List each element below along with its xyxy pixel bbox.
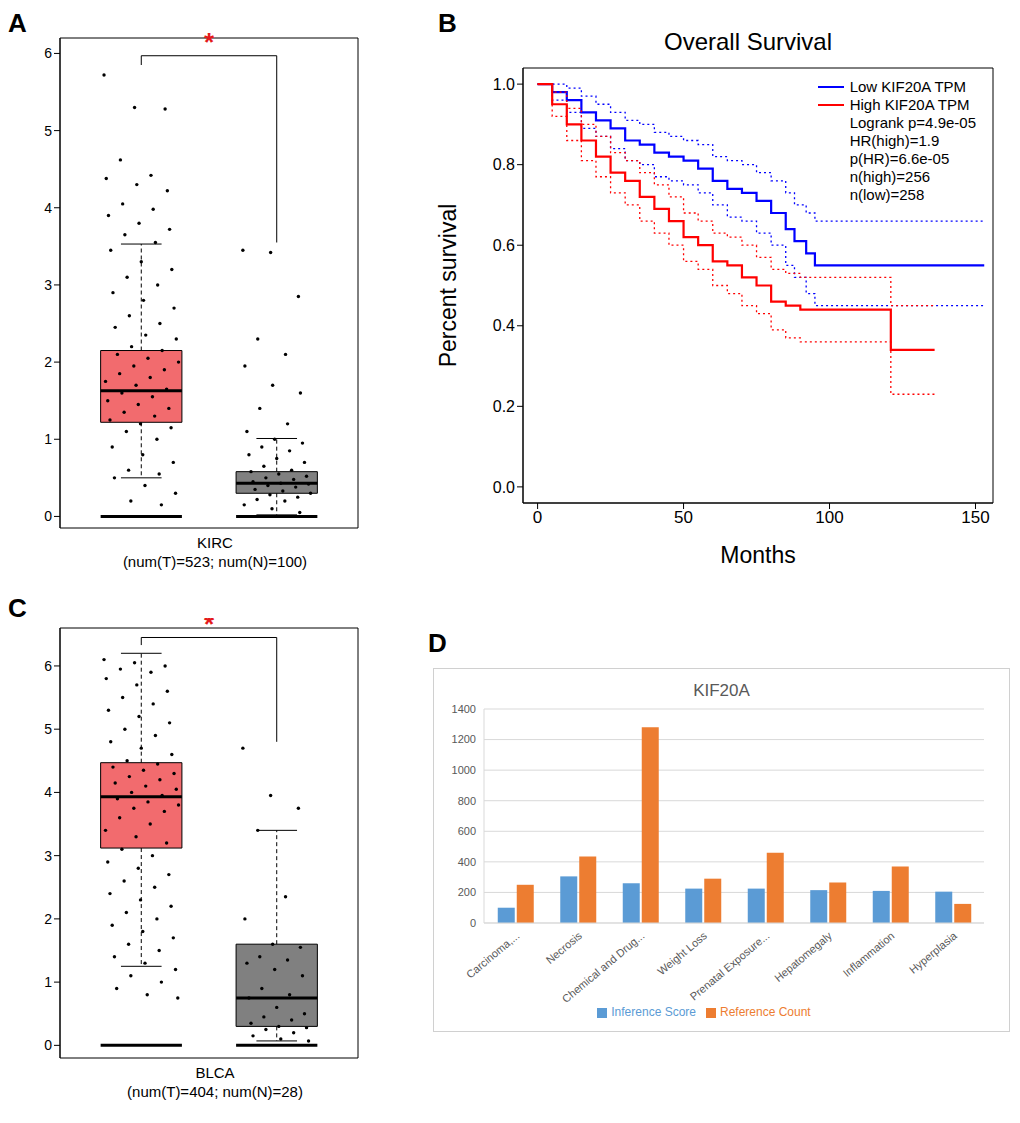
svg-text:0: 0	[470, 917, 476, 929]
html-text:A: A	[8, 8, 27, 38]
svg-text:Prenatal Exposure...: Prenatal Exposure...	[687, 929, 771, 1002]
svg-text:600: 600	[458, 825, 476, 837]
html-text:(num(T)=404; num(N)=28): (num(T)=404; num(N)=28)	[127, 1083, 303, 1100]
html-text:D: D	[428, 628, 447, 658]
svg-text:Chemical and Drug...: Chemical and Drug...	[560, 929, 647, 1005]
svg-text:0.2: 0.2	[493, 398, 515, 415]
html-text:C: C	[8, 593, 27, 623]
svg-text:400: 400	[458, 856, 476, 868]
svg-text:0.4: 0.4	[493, 317, 515, 334]
html-text:n(low)=258: n(low)=258	[849, 186, 925, 203]
html-text:p(HR)=6.6e-05: p(HR)=6.6e-05	[849, 150, 950, 167]
svg-text:50: 50	[674, 508, 693, 527]
html-text:Inference Score: Inference Score	[611, 1005, 696, 1019]
svg-text:0: 0	[533, 508, 542, 527]
svg-text:0: 0	[44, 508, 52, 524]
svg-text:Hepatomegaly: Hepatomegaly	[772, 929, 834, 984]
html-text:Reference Count: Reference Count	[720, 1005, 811, 1019]
svg-text:1.0: 1.0	[493, 76, 515, 93]
svg-text:1: 1	[44, 974, 52, 990]
svg-text:Necrosis: Necrosis	[544, 929, 585, 966]
svg-text:2: 2	[44, 911, 52, 927]
svg-text:0: 0	[44, 1037, 52, 1053]
svg-text:*: *	[204, 618, 215, 638]
html-text:BLCA: BLCA	[195, 1064, 235, 1081]
svg-text:Weight Loss: Weight Loss	[655, 929, 709, 977]
svg-text:2: 2	[44, 354, 52, 370]
svg-text:0.6: 0.6	[493, 237, 515, 254]
svg-text:5: 5	[44, 721, 52, 737]
html-text:KIF20A: KIF20A	[693, 681, 750, 700]
svg-text:6: 6	[44, 45, 52, 61]
svg-text:800: 800	[458, 795, 476, 807]
svg-text:3: 3	[44, 848, 52, 864]
svg-text:1400: 1400	[452, 703, 476, 715]
svg-text:3: 3	[44, 277, 52, 293]
html-text:KIRC: KIRC	[197, 534, 233, 551]
html-text:High KIF20A TPM: High KIF20A TPM	[849, 96, 970, 113]
svg-text:Hyperplasia: Hyperplasia	[907, 929, 960, 976]
html-text:HR(high)=1.9: HR(high)=1.9	[849, 132, 940, 149]
svg-text:Months: Months	[720, 542, 795, 568]
svg-text:4: 4	[44, 200, 52, 216]
svg-text:*: *	[204, 28, 215, 57]
html-text:Low KIF20A TPM: Low KIF20A TPM	[849, 78, 967, 95]
html-text:Overall Survival: Overall Survival	[664, 28, 832, 55]
html-text:B: B	[438, 8, 457, 38]
svg-text:150: 150	[961, 508, 989, 527]
svg-text:100: 100	[815, 508, 843, 527]
html-text:n(high)=256: n(high)=256	[849, 168, 931, 185]
svg-text:5: 5	[44, 123, 52, 139]
svg-text:Inflammation: Inflammation	[841, 929, 897, 979]
svg-text:Percent survival: Percent survival	[435, 204, 461, 368]
svg-text:1: 1	[44, 431, 52, 447]
svg-text:0.0: 0.0	[493, 479, 515, 496]
svg-text:200: 200	[458, 886, 476, 898]
svg-text:Carcinoma,...: Carcinoma,...	[464, 929, 522, 980]
html-text:Logrank p=4.9e-05: Logrank p=4.9e-05	[849, 114, 976, 131]
svg-text:6: 6	[44, 658, 52, 674]
svg-text:1000: 1000	[452, 764, 476, 776]
svg-text:1200: 1200	[452, 733, 476, 745]
svg-text:0.8: 0.8	[493, 156, 515, 173]
svg-text:4: 4	[44, 784, 52, 800]
html-text:(num(T)=523; num(N)=100): (num(T)=523; num(N)=100)	[122, 553, 308, 570]
